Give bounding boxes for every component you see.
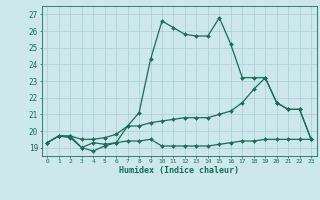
X-axis label: Humidex (Indice chaleur): Humidex (Indice chaleur)	[119, 166, 239, 175]
